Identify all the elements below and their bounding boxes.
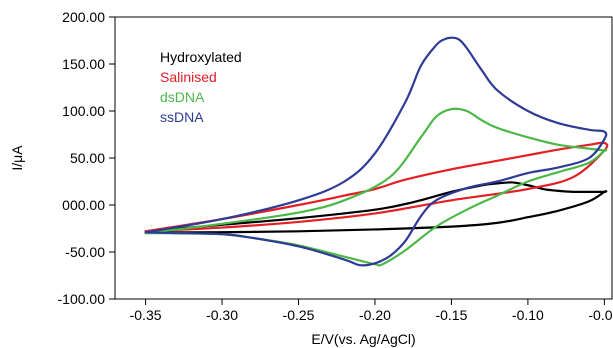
legend-entry-dsdna: dsDNA xyxy=(160,89,205,105)
x-tick-label: -0.30 xyxy=(206,307,238,323)
series-line-ssdna xyxy=(144,36,608,267)
series-layer xyxy=(144,36,609,267)
x-axis-label: E/V(vs. Ag/AgCl) xyxy=(311,331,415,347)
series-line-salinised xyxy=(144,141,609,233)
y-axis-label: I/μA xyxy=(9,145,25,171)
y-tick-label: 100.00 xyxy=(62,103,105,119)
y-tick-label: 200.00 xyxy=(62,9,105,25)
series-line-hydroxylated xyxy=(144,181,608,234)
x-tick-label: -0.25 xyxy=(283,307,315,323)
legend-entry-hydroxylated: Hydroxylated xyxy=(160,49,242,65)
legend-entry-salinised: Salinised xyxy=(160,69,217,85)
x-tick-label: -0.15 xyxy=(435,307,467,323)
y-tick-label: -50.00 xyxy=(65,244,105,260)
series-line-dsdna xyxy=(144,107,608,267)
y-tick-label: 150.00 xyxy=(62,56,105,72)
legend-entry-ssdna: ssDNA xyxy=(160,109,204,125)
y-tick-label: 50.00 xyxy=(70,150,105,166)
y-tick-label: 000.00 xyxy=(62,197,105,213)
y-tick-label: -100.00 xyxy=(58,291,106,307)
x-tick-label: -0.05 xyxy=(588,307,613,323)
x-tick-label: -0.35 xyxy=(130,307,162,323)
x-tick-label: -0.10 xyxy=(512,307,544,323)
x-tick-label: -0.20 xyxy=(359,307,391,323)
y-axis: 200.00 150.00 100.00 50.00 000.00 -50.00 -100.… xyxy=(58,9,115,307)
legend: Hydroxylated Salinised dsDNA ssDNA xyxy=(160,49,242,125)
x-axis: -0.35 -0.30 -0.25 -0.20 -0.15 -0.10 -0.05 xyxy=(130,299,613,323)
